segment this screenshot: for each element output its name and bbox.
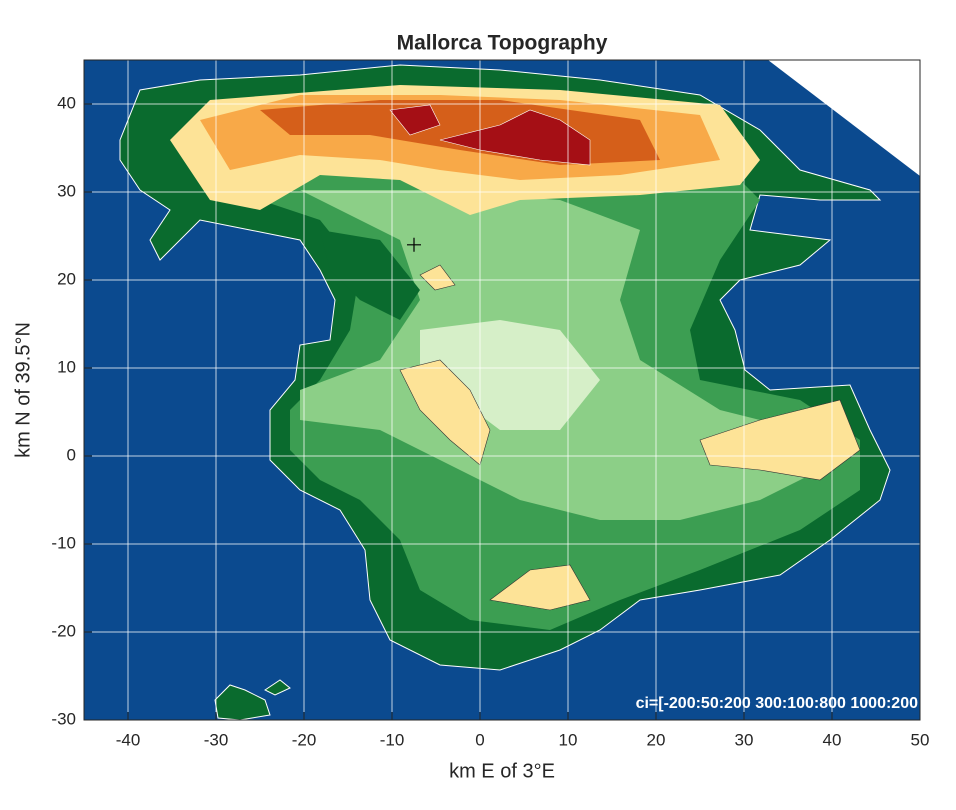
plot-frame xyxy=(83,59,921,721)
y-tick-label: 10 xyxy=(57,357,76,376)
x-tick-label: 30 xyxy=(735,730,754,749)
annotation: ci=[-200:50:200 300:100:800 1000:200 xyxy=(636,695,919,712)
marker xyxy=(407,237,421,252)
x-tick-label: 50 xyxy=(911,730,930,749)
chart-title: Mallorca Topography xyxy=(397,32,608,55)
x-tick-label: -30 xyxy=(204,730,229,749)
small-island xyxy=(264,679,291,696)
x-axis-label: km E of 3°E xyxy=(449,760,555,782)
elevation-band xyxy=(439,109,591,166)
small-island xyxy=(214,684,271,720)
elevation-band xyxy=(389,104,441,136)
x-tick-label: 40 xyxy=(823,730,842,749)
x-tick-label: 20 xyxy=(647,730,666,749)
y-tick-label: 0 xyxy=(67,445,76,464)
elevation-band xyxy=(399,359,491,466)
y-tick-label: -30 xyxy=(51,709,76,728)
x-tick-label: -20 xyxy=(292,730,317,749)
x-tick-label: -10 xyxy=(380,730,405,749)
x-tick-label: 10 xyxy=(559,730,578,749)
elevation-band xyxy=(489,564,591,611)
elevation-band xyxy=(320,230,420,320)
y-axis-label: km N of 39.5°N xyxy=(12,322,34,458)
y-tick-label: 40 xyxy=(57,93,76,112)
terrain xyxy=(84,60,920,720)
y-tick-label: 30 xyxy=(57,181,76,200)
x-tick-label: -40 xyxy=(116,730,141,749)
y-tick-label: -10 xyxy=(51,533,76,552)
elevation-band xyxy=(699,399,861,481)
y-tick-label: -20 xyxy=(51,621,76,640)
elevation-band xyxy=(419,264,456,291)
no-data xyxy=(768,60,920,176)
x-tick-label: 0 xyxy=(475,730,484,749)
y-tick-label: 20 xyxy=(57,269,76,288)
